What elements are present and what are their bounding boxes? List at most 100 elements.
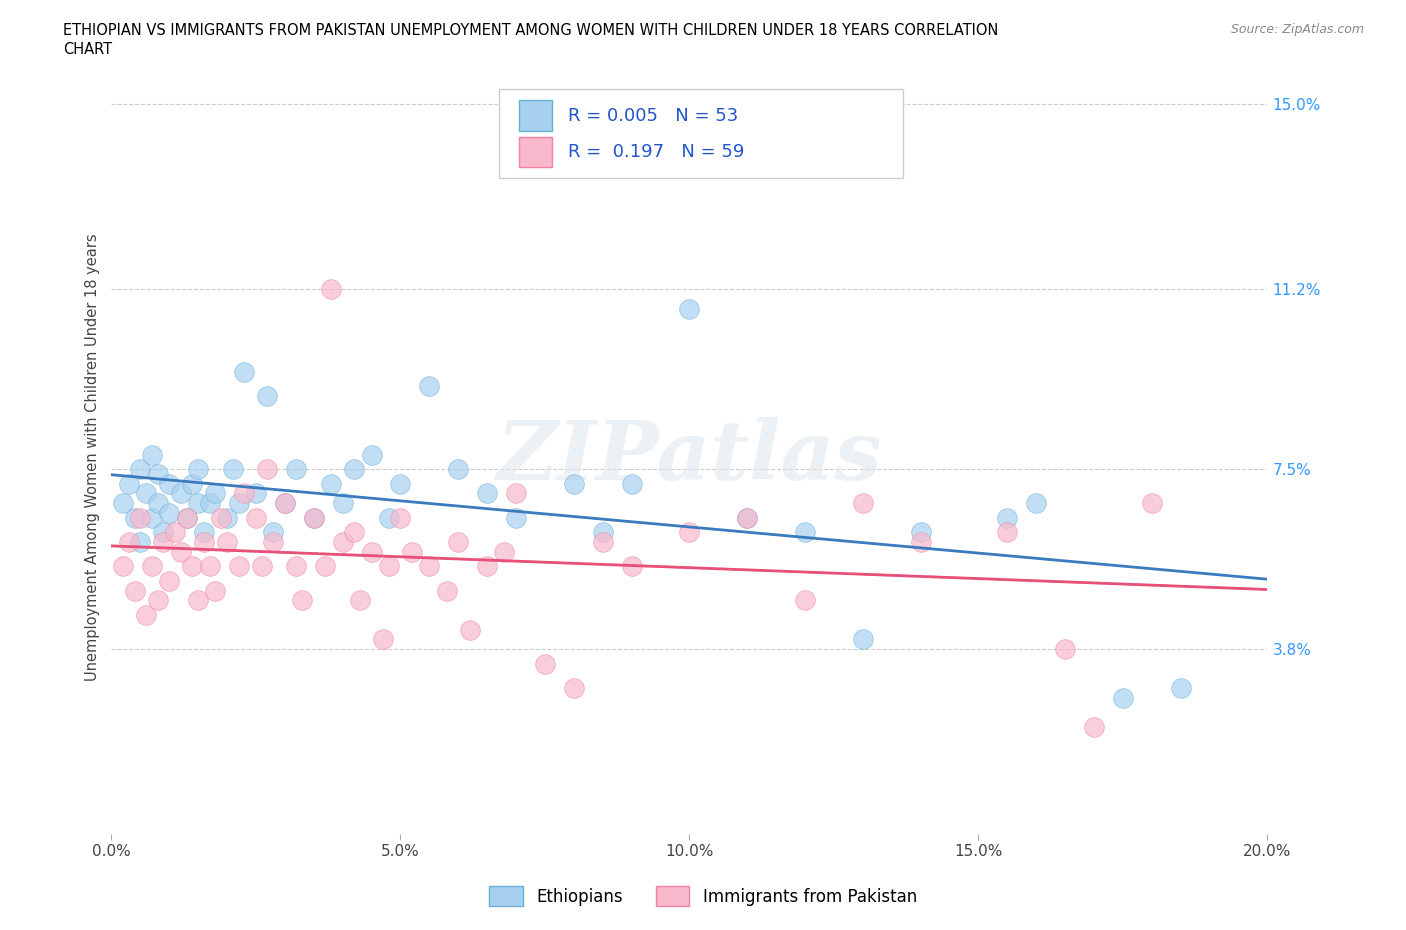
Point <box>447 461 470 476</box>
Point <box>592 535 614 550</box>
Point <box>1112 690 1135 705</box>
Point <box>233 486 256 501</box>
Point <box>735 511 758 525</box>
Point <box>620 476 643 491</box>
Point <box>256 389 278 404</box>
Point <box>157 574 180 589</box>
Point <box>245 511 267 525</box>
FancyBboxPatch shape <box>519 100 553 130</box>
Point <box>124 511 146 525</box>
Point <box>314 559 336 574</box>
Point <box>852 631 875 646</box>
Point <box>389 511 412 525</box>
Point <box>204 583 226 598</box>
Point <box>129 461 152 476</box>
Point <box>678 525 700 539</box>
Point <box>274 496 297 511</box>
Point <box>1025 496 1047 511</box>
Point <box>343 461 366 476</box>
Point <box>198 496 221 511</box>
Point <box>319 476 342 491</box>
Point <box>995 525 1018 539</box>
Point <box>181 559 204 574</box>
Point <box>124 583 146 598</box>
Point <box>505 486 527 501</box>
Point <box>794 593 817 608</box>
Point <box>157 476 180 491</box>
Point <box>285 559 308 574</box>
Point <box>129 511 152 525</box>
Point <box>319 282 342 297</box>
Point <box>274 496 297 511</box>
Point <box>1083 720 1105 735</box>
Point <box>494 544 516 559</box>
Point <box>204 486 226 501</box>
Point <box>332 535 354 550</box>
Legend: Ethiopians, Immigrants from Pakistan: Ethiopians, Immigrants from Pakistan <box>482 880 924 912</box>
Point <box>262 535 284 550</box>
Point <box>135 607 157 622</box>
Point <box>215 511 238 525</box>
Point <box>135 486 157 501</box>
Point <box>215 535 238 550</box>
Point <box>193 525 215 539</box>
Point <box>228 496 250 511</box>
Point <box>360 544 382 559</box>
Point <box>228 559 250 574</box>
Point <box>534 657 557 671</box>
Point <box>995 511 1018 525</box>
Point <box>794 525 817 539</box>
Point <box>562 476 585 491</box>
Point <box>262 525 284 539</box>
Point <box>118 476 141 491</box>
Point <box>111 559 134 574</box>
Point <box>332 496 354 511</box>
Point <box>250 559 273 574</box>
Text: CHART: CHART <box>63 42 112 57</box>
Point <box>181 476 204 491</box>
Point <box>152 535 174 550</box>
Point <box>418 379 440 394</box>
Point <box>209 511 232 525</box>
Point <box>146 467 169 482</box>
Point <box>418 559 440 574</box>
Point <box>302 511 325 525</box>
Point <box>910 535 932 550</box>
Point <box>302 511 325 525</box>
Point <box>170 544 193 559</box>
Point <box>152 525 174 539</box>
Point <box>222 461 245 476</box>
Point <box>141 559 163 574</box>
Point <box>291 593 314 608</box>
Point <box>141 511 163 525</box>
Point <box>562 681 585 696</box>
Point <box>170 486 193 501</box>
Point <box>378 511 401 525</box>
Point <box>146 496 169 511</box>
Text: R =  0.197   N = 59: R = 0.197 N = 59 <box>568 142 744 161</box>
Point <box>910 525 932 539</box>
Text: R = 0.005   N = 53: R = 0.005 N = 53 <box>568 107 738 125</box>
Point <box>176 511 198 525</box>
Point <box>475 559 498 574</box>
Point <box>146 593 169 608</box>
Point <box>141 447 163 462</box>
Point <box>401 544 423 559</box>
Point <box>233 365 256 379</box>
Point <box>371 631 394 646</box>
Point <box>378 559 401 574</box>
Text: ETHIOPIAN VS IMMIGRANTS FROM PAKISTAN UNEMPLOYMENT AMONG WOMEN WITH CHILDREN UND: ETHIOPIAN VS IMMIGRANTS FROM PAKISTAN UN… <box>63 23 998 38</box>
Point <box>475 486 498 501</box>
Point <box>852 496 875 511</box>
Point <box>157 505 180 520</box>
Point <box>436 583 458 598</box>
Point <box>193 535 215 550</box>
Point <box>1170 681 1192 696</box>
Point <box>592 525 614 539</box>
Point <box>245 486 267 501</box>
Point <box>118 535 141 550</box>
Point <box>620 559 643 574</box>
Y-axis label: Unemployment Among Women with Children Under 18 years: Unemployment Among Women with Children U… <box>86 233 100 681</box>
Point <box>198 559 221 574</box>
Point <box>285 461 308 476</box>
